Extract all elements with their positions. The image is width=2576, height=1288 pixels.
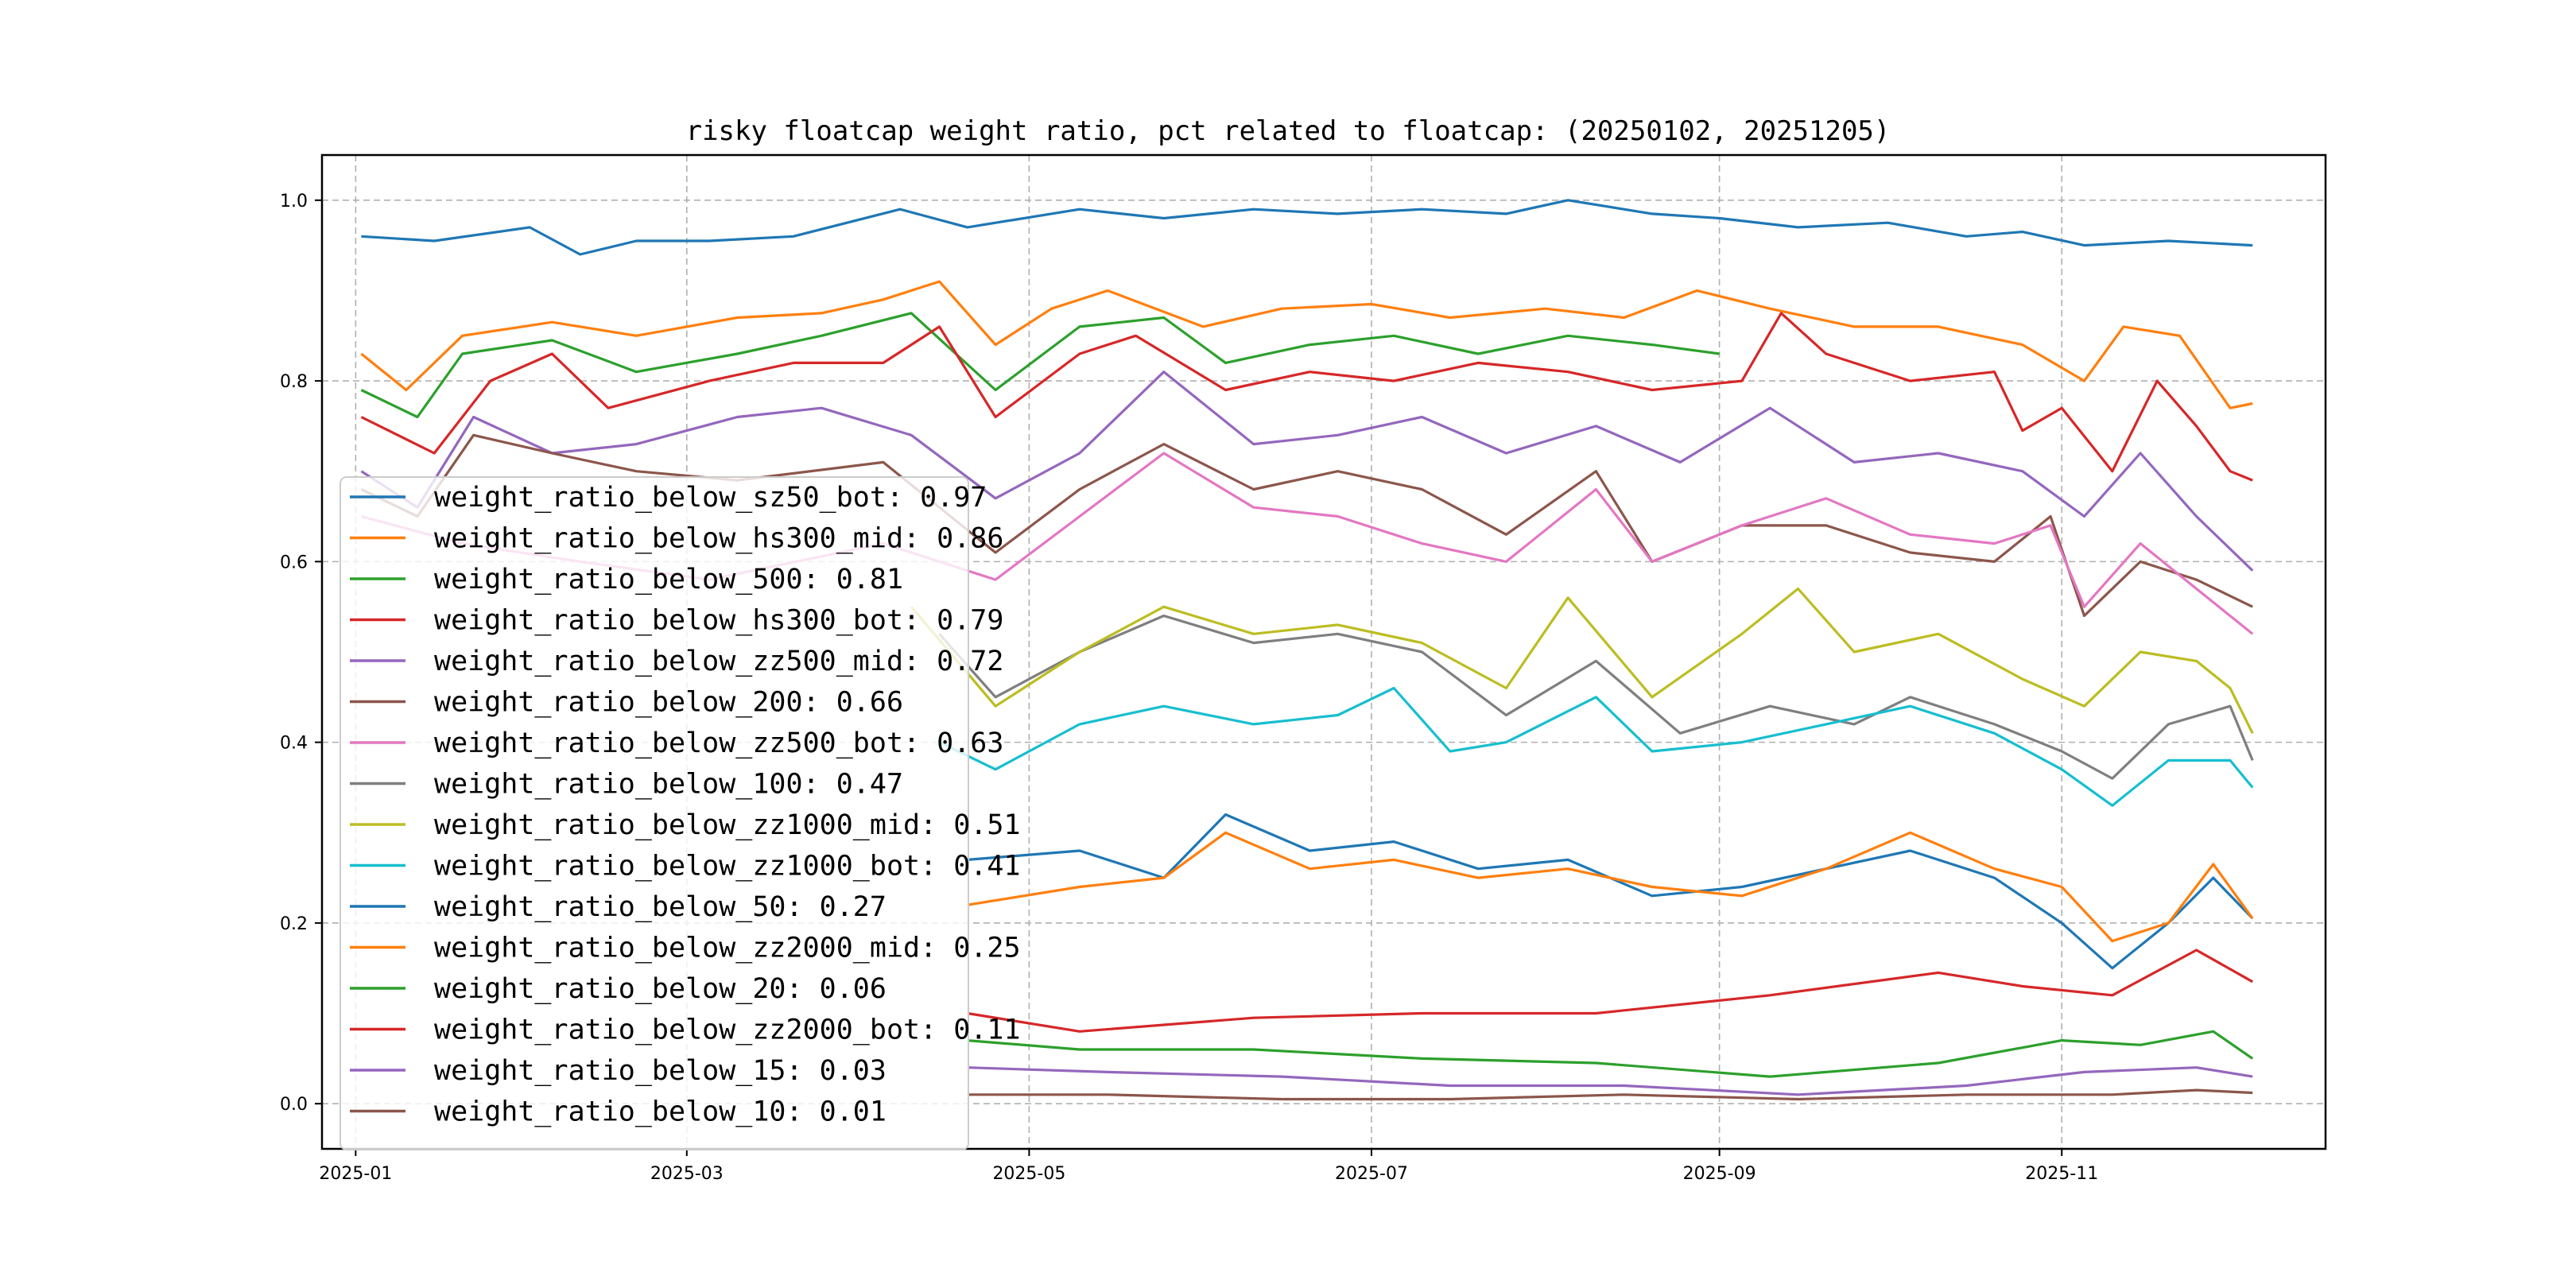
- series-line-10: [967, 813, 2254, 970]
- chart-title: risky floatcap weight ratio, pct related…: [686, 115, 1891, 147]
- legend-label: weight_ratio_below_100: 0.47: [434, 769, 903, 801]
- legend-label: weight_ratio_below_20: 0.06: [434, 973, 886, 1005]
- series-line-2: [360, 312, 1720, 419]
- series-line-7: [938, 614, 2254, 780]
- legend-label: weight_ratio_below_zz500_bot: 0.63: [434, 727, 1003, 759]
- plot-frame: [320, 153, 2327, 1150]
- legend-label: weight_ratio_below_zz2000_mid: 0.25: [434, 933, 1021, 964]
- x-tick-label: 2025-07: [1335, 1164, 1408, 1184]
- x-tick-label: 2025-05: [992, 1164, 1065, 1184]
- y-tick-label: 0.4: [280, 734, 308, 754]
- series-line-1: [360, 280, 2253, 409]
- legend-label: weight_ratio_below_zz500_mid: 0.72: [434, 646, 1003, 677]
- legend-box: [339, 476, 969, 1150]
- y-tick-label: 1.0: [280, 192, 308, 211]
- x-tick-label: 2025-03: [650, 1164, 724, 1184]
- series-lines: [360, 199, 2254, 1101]
- legend-label: weight_ratio_below_15: 0.03: [434, 1055, 886, 1087]
- legend-label: weight_ratio_below_50: 0.27: [434, 891, 886, 923]
- series-line-14: [967, 1066, 2253, 1096]
- y-tick-label: 0.8: [280, 372, 308, 392]
- legend-label: weight_ratio_below_500: 0.81: [434, 564, 903, 596]
- legend-label: weight_ratio_below_zz2000_bot: 0.11: [434, 1014, 1021, 1046]
- x-tick-label: 2025-11: [2025, 1164, 2098, 1184]
- series-line-4: [360, 370, 2254, 572]
- legend-label: weight_ratio_below_zz1000_mid: 0.51: [434, 809, 1021, 841]
- legend-label: weight_ratio_below_200: 0.66: [434, 687, 903, 719]
- legend-label: weight_ratio_below_sz50_bot: 0.97: [434, 482, 987, 514]
- series-line-9: [938, 686, 2254, 807]
- legend-label: weight_ratio_below_10: 0.01: [434, 1096, 886, 1128]
- legend-label: weight_ratio_below_hs300_bot: 0.79: [434, 605, 1003, 637]
- y-tick-label: 0.6: [280, 553, 308, 572]
- series-line-12: [967, 1030, 2254, 1078]
- x-tick-label: 2025-01: [319, 1164, 392, 1184]
- series-line-15: [967, 1088, 2253, 1101]
- series-line-8: [910, 587, 2254, 735]
- x-tick-label: 2025-09: [1683, 1164, 1756, 1184]
- series-line-5: [360, 433, 2253, 618]
- series-line-3: [360, 312, 2253, 482]
- y-tick-label: 0.0: [280, 1095, 308, 1115]
- series-line-13: [967, 949, 2253, 1033]
- series-line-11: [967, 831, 2254, 943]
- y-tick-label: 0.2: [280, 914, 308, 934]
- legend: weight_ratio_below_sz50_bot: 0.97 weight_…: [339, 476, 1021, 1150]
- series-line-0: [361, 199, 2253, 256]
- legend-label: weight_ratio_below_hs300_mid: 0.86: [434, 523, 1003, 555]
- y-axis: 0.0 0.2 0.4 0.6 0.8 1.0: [280, 192, 322, 1115]
- x-axis: 2025-01 2025-03 2025-05 2025-07 2025-09 2025-…: [319, 1149, 2098, 1184]
- legend-label: weight_ratio_below_zz1000_bot: 0.41: [434, 851, 1021, 883]
